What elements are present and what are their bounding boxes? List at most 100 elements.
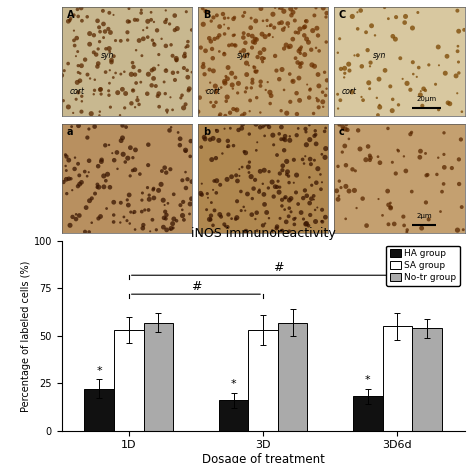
Point	[72, 52, 80, 60]
Point	[300, 160, 308, 167]
Point	[440, 151, 448, 158]
Point	[235, 126, 242, 134]
Point	[153, 27, 161, 34]
Point	[85, 169, 92, 176]
Point	[225, 14, 232, 22]
Point	[134, 96, 141, 104]
Point	[342, 183, 350, 190]
Point	[286, 70, 293, 78]
Point	[248, 195, 256, 202]
Point	[376, 103, 383, 111]
Point	[314, 165, 322, 172]
Point	[139, 26, 147, 34]
Point	[144, 33, 152, 41]
Text: 20μm: 20μm	[417, 96, 437, 102]
Point	[264, 78, 272, 86]
Point	[309, 27, 317, 34]
Point	[307, 161, 315, 168]
Point	[106, 80, 113, 87]
Point	[440, 163, 448, 171]
Point	[128, 100, 135, 107]
Point	[283, 171, 291, 178]
Point	[441, 69, 449, 77]
Point	[71, 165, 78, 173]
Point	[278, 66, 286, 73]
Point	[69, 109, 77, 117]
Point	[387, 199, 394, 206]
Point	[255, 186, 263, 194]
Point	[58, 72, 65, 79]
Point	[73, 211, 80, 218]
Point	[249, 38, 257, 45]
Point	[269, 228, 276, 236]
Point	[286, 43, 294, 50]
Point	[141, 206, 148, 214]
Point	[267, 92, 275, 100]
Point	[139, 225, 146, 232]
Point	[82, 204, 90, 211]
Point	[150, 39, 157, 47]
Point	[185, 85, 193, 93]
Point	[216, 211, 224, 218]
Point	[163, 169, 170, 176]
Point	[74, 182, 82, 190]
Point	[166, 166, 174, 173]
Point	[246, 97, 254, 104]
Point	[292, 189, 300, 196]
Point	[206, 66, 213, 73]
Point	[425, 61, 433, 69]
Point	[129, 87, 137, 94]
Point	[248, 211, 255, 219]
Point	[225, 25, 232, 32]
Point	[323, 77, 331, 84]
Point	[169, 69, 177, 76]
Point	[125, 5, 133, 13]
Point	[371, 31, 379, 39]
Point	[233, 214, 241, 221]
Point	[164, 109, 171, 116]
Point	[62, 151, 69, 158]
Point	[267, 21, 275, 29]
Point	[296, 97, 303, 104]
Point	[129, 87, 137, 94]
Point	[301, 23, 309, 31]
Point	[182, 184, 190, 192]
Point	[73, 95, 80, 103]
Point	[253, 36, 260, 43]
Point	[302, 18, 310, 25]
Point	[217, 213, 225, 220]
Point	[117, 137, 125, 144]
Point	[272, 183, 279, 190]
Point	[311, 127, 319, 134]
Point	[291, 17, 299, 24]
Point	[127, 208, 135, 216]
Point	[418, 225, 426, 232]
Point	[211, 206, 219, 214]
Point	[245, 31, 252, 38]
Point	[202, 47, 210, 55]
Point	[294, 125, 302, 132]
Point	[74, 48, 82, 55]
Point	[454, 48, 461, 55]
Point	[122, 123, 130, 131]
Point	[285, 213, 292, 220]
Point	[261, 122, 268, 130]
Point	[76, 181, 83, 188]
Point	[279, 162, 287, 169]
Point	[219, 10, 227, 18]
Point	[334, 49, 342, 56]
Point	[336, 121, 343, 128]
Point	[280, 135, 287, 143]
Point	[220, 49, 228, 56]
Point	[273, 151, 281, 159]
Point	[266, 22, 273, 30]
Point	[210, 67, 217, 75]
Point	[170, 191, 178, 198]
Point	[308, 61, 316, 69]
Point	[365, 79, 373, 87]
Point	[161, 201, 168, 209]
Point	[124, 36, 131, 44]
Point	[455, 27, 463, 35]
Point	[93, 63, 101, 70]
Point	[387, 204, 394, 212]
